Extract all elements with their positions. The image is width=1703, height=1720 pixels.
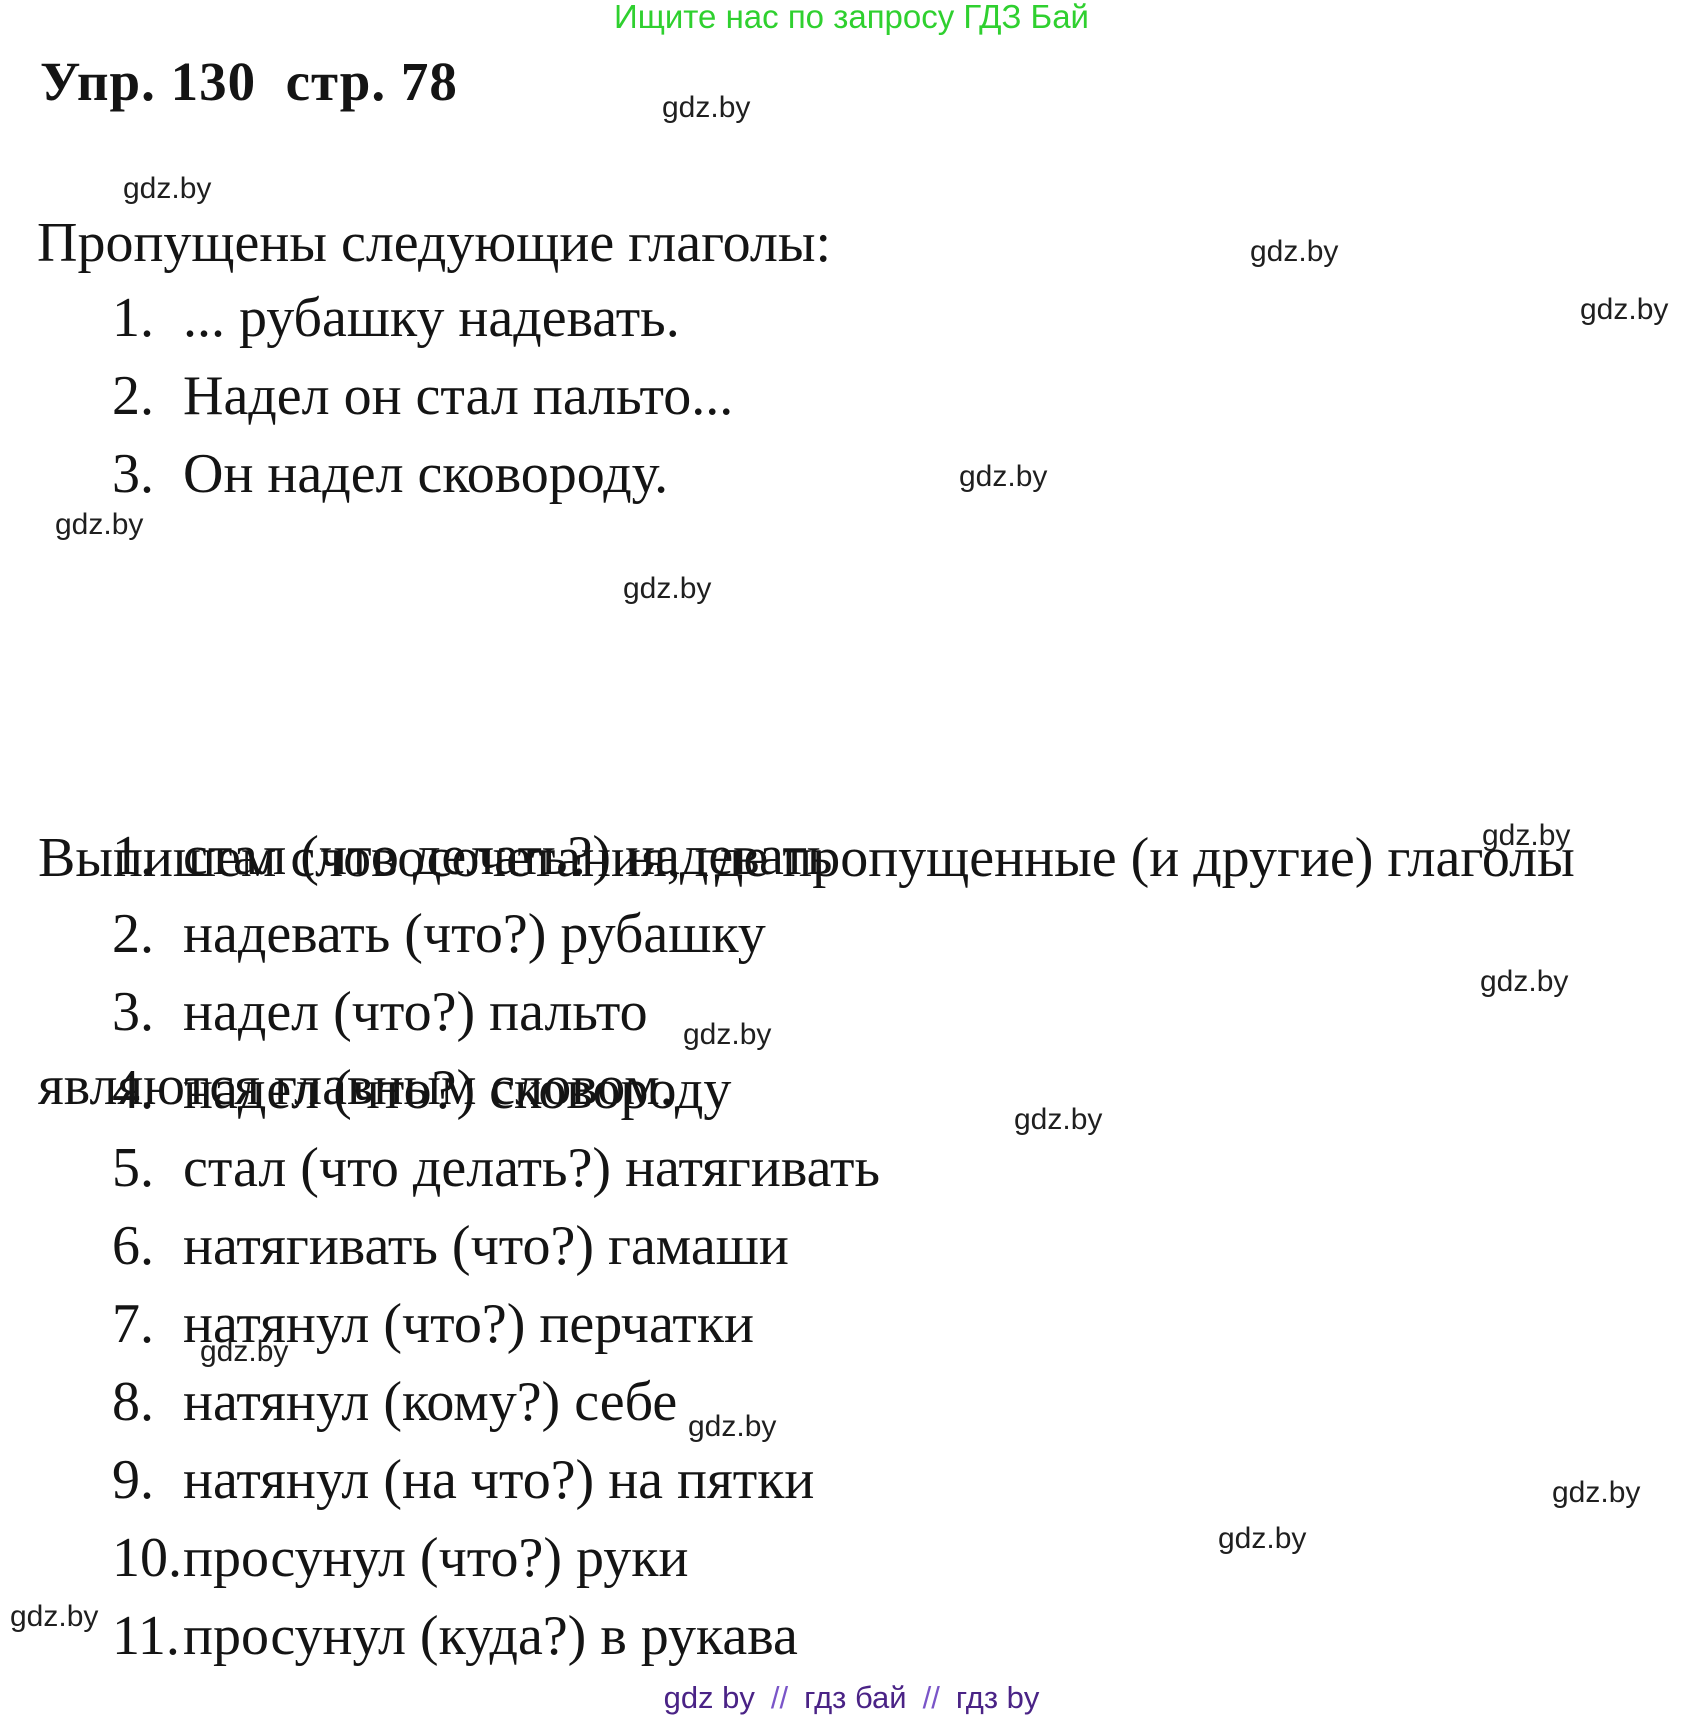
list-item-text: натягивать (что?) гамаши [183, 1215, 789, 1277]
list-item: 2. Надел он стал пальто... [112, 357, 733, 435]
list-item-number: 3. [112, 443, 154, 505]
watermark: gdz.by [683, 1018, 772, 1051]
list-item: 3. надел (что?) пальто [112, 973, 880, 1051]
watermark: gdz.by [123, 172, 212, 205]
list-item: 8. натянул (кому?) себе [112, 1363, 880, 1441]
list-item-number: 6. [112, 1215, 154, 1277]
list-item-number: 8. [112, 1371, 154, 1433]
list-item: 10. просунул (что?) руки [112, 1519, 880, 1597]
list-item-text: надел (что?) сковороду [183, 1059, 732, 1121]
list-item-text: стал (что делать?) натягивать [183, 1137, 880, 1199]
list-item: 9. натянул (на что?) на пятки [112, 1441, 880, 1519]
missing-verbs-list: 1. ... рубашку надевать. 2. Надел он стал п… [112, 279, 733, 513]
list-item-text: стал (что делать?) надевать [183, 825, 833, 887]
watermark: gdz.by [1250, 235, 1339, 268]
list-item-number: 11. [112, 1605, 180, 1667]
section2-intro-line2: являются главным словом. [38, 1055, 674, 1117]
watermark: gdz.by [1552, 1476, 1641, 1509]
list-item-number: 9. [112, 1449, 154, 1511]
list-item: 2. надевать (что?) рубашку [112, 895, 880, 973]
watermark: gdz.by [1218, 1522, 1307, 1555]
footer-site-name: gdz by [663, 1680, 755, 1715]
list-item-number: 3. [112, 981, 154, 1043]
list-item-number: 2. [112, 365, 154, 427]
list-item-number: 1. [112, 825, 154, 887]
list-item: 6. натягивать (что?) гамаши [112, 1207, 880, 1285]
watermark: gdz.by [688, 1410, 777, 1443]
watermark: gdz.by [959, 460, 1048, 493]
watermark: gdz.by [200, 1335, 289, 1368]
list-item-number: 2. [112, 903, 154, 965]
watermark: gdz.by [662, 91, 751, 124]
list-item: 5. стал (что делать?) натягивать [112, 1129, 880, 1207]
watermark: gdz.by [1580, 293, 1669, 326]
word-combinations-list: 1. стал (что делать?) надевать 2. надевать … [112, 817, 880, 1675]
watermark: gdz.by [55, 508, 144, 541]
list-item-text: просунул (что?) руки [183, 1527, 689, 1589]
footer: gdz by // гдз бай // гдз by [0, 1682, 1703, 1713]
list-item-text: натянул (на что?) на пятки [183, 1449, 815, 1511]
section2-intro: Выпишем словосочетания, где пропущенные … [38, 668, 1575, 1276]
watermark: gdz.by [623, 572, 712, 605]
list-item: 7. натянул (что?) перчатки [112, 1285, 880, 1363]
exercise-title: Упр. 130 стр. 78 [40, 51, 458, 112]
footer-separator: // [922, 1680, 940, 1715]
list-item: 1. ... рубашку надевать. [112, 279, 733, 357]
list-item-text: просунул (куда?) в рукава [183, 1605, 798, 1667]
watermark: gdz.by [1480, 965, 1569, 998]
footer-site-name: гдз by [955, 1680, 1040, 1715]
list-item-text: надел (что?) пальто [183, 981, 648, 1043]
list-item-text: натянул (кому?) себе [183, 1371, 678, 1433]
list-item: 1. стал (что делать?) надевать [112, 817, 880, 895]
list-item-number: 7. [112, 1293, 154, 1355]
list-item-text: ... рубашку надевать. [183, 287, 680, 349]
watermark: gdz.by [1014, 1103, 1103, 1136]
list-item-number: 4. [112, 1059, 154, 1121]
list-item: 3. Он надел сковороду. [112, 435, 733, 513]
list-item: 4. надел (что?) сковороду [112, 1051, 880, 1129]
section2-intro-line1: Выпишем словосочетания, где пропущенные … [38, 827, 1575, 889]
list-item-number: 5. [112, 1137, 154, 1199]
promo-banner-text: Ищите нас по запросу ГДЗ Бай [614, 0, 1089, 35]
list-item-text: надевать (что?) рубашку [183, 903, 766, 965]
watermark: gdz.by [10, 1600, 99, 1633]
list-item-number: 1. [112, 287, 154, 349]
list-item-text: Он надел сковороду. [183, 443, 669, 505]
watermark: gdz.by [1482, 819, 1571, 852]
list-item-text: Надел он стал пальто... [183, 365, 734, 427]
footer-separator: // [770, 1680, 789, 1715]
list-item-text: натянул (что?) перчатки [183, 1293, 755, 1355]
list-item-number: 10. [112, 1527, 182, 1589]
list-item: 11. просунул (куда?) в рукава [112, 1597, 880, 1675]
section1-intro: Пропущены следующие глаголы: [37, 212, 832, 274]
footer-site-name: гдз бай [804, 1680, 907, 1715]
